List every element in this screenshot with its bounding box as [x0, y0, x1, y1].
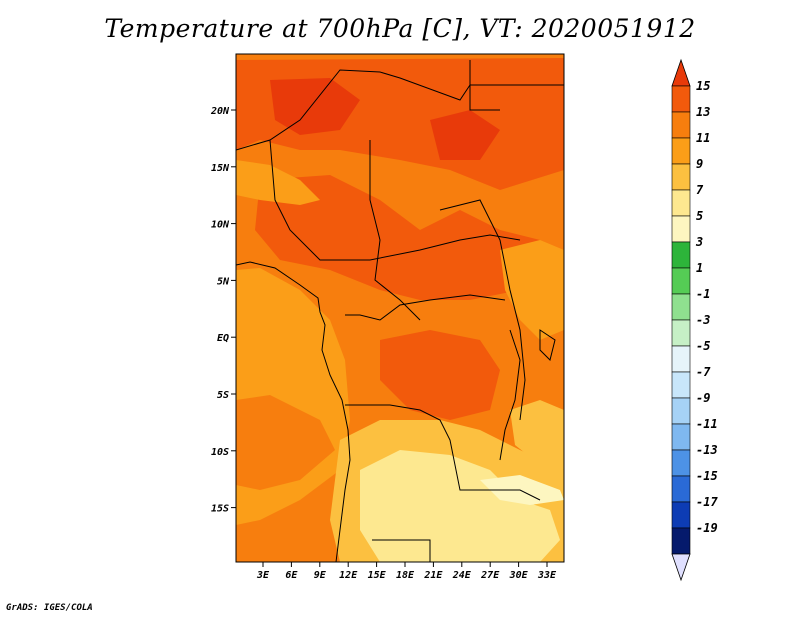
- colorbar-swatch: [671, 293, 691, 321]
- colorbar-swatch: [671, 85, 691, 113]
- lat-label: EQ: [217, 333, 229, 344]
- lon-label: 6E: [285, 570, 298, 581]
- colorbar-label: 13: [696, 105, 710, 119]
- field-south-palest: [480, 475, 564, 505]
- colorbar-label: -15: [696, 469, 718, 483]
- sahel-border: [269, 139, 521, 261]
- colorbar-top-arrow: [671, 58, 691, 87]
- field-sahel-mild: [236, 160, 320, 205]
- colorbar-swatch: [671, 371, 691, 399]
- lon-label: 9E: [314, 570, 327, 581]
- colorbar-label: 15: [696, 79, 710, 93]
- field-south-pale: [360, 450, 560, 562]
- lat-label: 20N: [210, 106, 230, 117]
- colorbar-swatch: [671, 111, 691, 139]
- lat-axis: 20N 15N 10N 5N EQ 5S 10S 15S: [210, 106, 236, 515]
- colorbar-swatch: [671, 163, 691, 191]
- south-border-1: [345, 404, 541, 501]
- lake-victoria: [539, 329, 556, 361]
- colorbar-label: 3: [695, 235, 703, 249]
- temperature-field: [236, 54, 564, 562]
- lon-label: 3E: [256, 570, 270, 581]
- colorbar: 15 13 11 9 7 5 3 1 -1 -3 -5 -7 -9 -11 -13 -15 -17 -19: [671, 58, 718, 582]
- field-north-hottest: [270, 78, 360, 135]
- field-congo-hot: [380, 330, 500, 420]
- south-border-2: [372, 539, 431, 562]
- central-border-ns: [369, 140, 421, 321]
- lat-label: 10S: [211, 447, 229, 458]
- equator-border: [345, 294, 506, 321]
- field-east-mild: [500, 240, 564, 340]
- west-coastline: [236, 261, 351, 562]
- lat-label: 10N: [211, 220, 230, 231]
- lon-label: 12E: [339, 570, 358, 581]
- map-borders: [236, 60, 564, 562]
- north-border: [236, 69, 564, 151]
- map-frame: [235, 53, 565, 563]
- lon-axis: 3E 6E 9E 12E 15E 18E 21E 24E 27E 30E 33E: [256, 562, 557, 581]
- colorbar-swatch: [671, 241, 691, 269]
- lon-label: 33E: [537, 570, 557, 581]
- lon-label: 27E: [480, 570, 500, 581]
- colorbar-label: -3: [696, 313, 710, 327]
- grads-credit: GrADS: IGES/COLA: [6, 603, 93, 613]
- colorbar-label: -5: [696, 339, 710, 353]
- lat-label: 15S: [211, 504, 229, 515]
- colorbar-label: -1: [696, 287, 710, 301]
- egypt-sudan-border: [469, 60, 500, 111]
- lon-label: 18E: [396, 570, 415, 581]
- colorbar-label: -7: [696, 365, 711, 379]
- colorbar-swatch: [671, 527, 691, 555]
- colorbar-swatch: [671, 397, 691, 425]
- colorbar-swatch: [671, 345, 691, 373]
- field-ocean-warm: [236, 395, 335, 490]
- colorbar-swatch: [671, 215, 691, 243]
- colorbar-swatch: [671, 319, 691, 347]
- colorbar-swatch: [671, 475, 691, 503]
- colorbar-label: -13: [696, 443, 718, 457]
- lat-label: 5N: [217, 276, 230, 287]
- field-north-hottest-east: [430, 110, 500, 160]
- colorbar-label: -11: [696, 417, 718, 431]
- colorbar-swatch: [671, 423, 691, 451]
- chart-title: Temperature at 700hPa [C], VT: 202005191…: [104, 14, 696, 43]
- colorbar-label: 7: [696, 183, 704, 197]
- colorbar-swatch: [671, 449, 691, 477]
- rift-lakes: [499, 329, 521, 461]
- colorbar-label: -19: [696, 521, 718, 535]
- colorbar-label: 1: [696, 261, 703, 275]
- east-border: [439, 199, 526, 421]
- lon-label: 21E: [423, 570, 443, 581]
- colorbar-label: -17: [696, 495, 718, 509]
- lat-label: 15N: [211, 163, 230, 174]
- colorbar-swatch: [671, 189, 691, 217]
- colorbar-swatch: [671, 137, 691, 165]
- colorbar-swatch: [671, 267, 691, 295]
- colorbar-label: 11: [696, 131, 710, 145]
- colorbar-bottom-arrow: [671, 553, 691, 582]
- colorbar-label: 9: [696, 157, 703, 171]
- lon-label: 24E: [452, 570, 472, 581]
- lon-label: 30E: [509, 570, 529, 581]
- colorbar-swatch: [671, 501, 691, 529]
- field-central-hot: [255, 175, 560, 300]
- colorbar-label: -9: [696, 391, 710, 405]
- colorbar-label: 5: [696, 209, 703, 223]
- lon-label: 15E: [368, 570, 387, 581]
- lat-label: 5S: [217, 390, 229, 401]
- field-east-cool: [510, 400, 564, 470]
